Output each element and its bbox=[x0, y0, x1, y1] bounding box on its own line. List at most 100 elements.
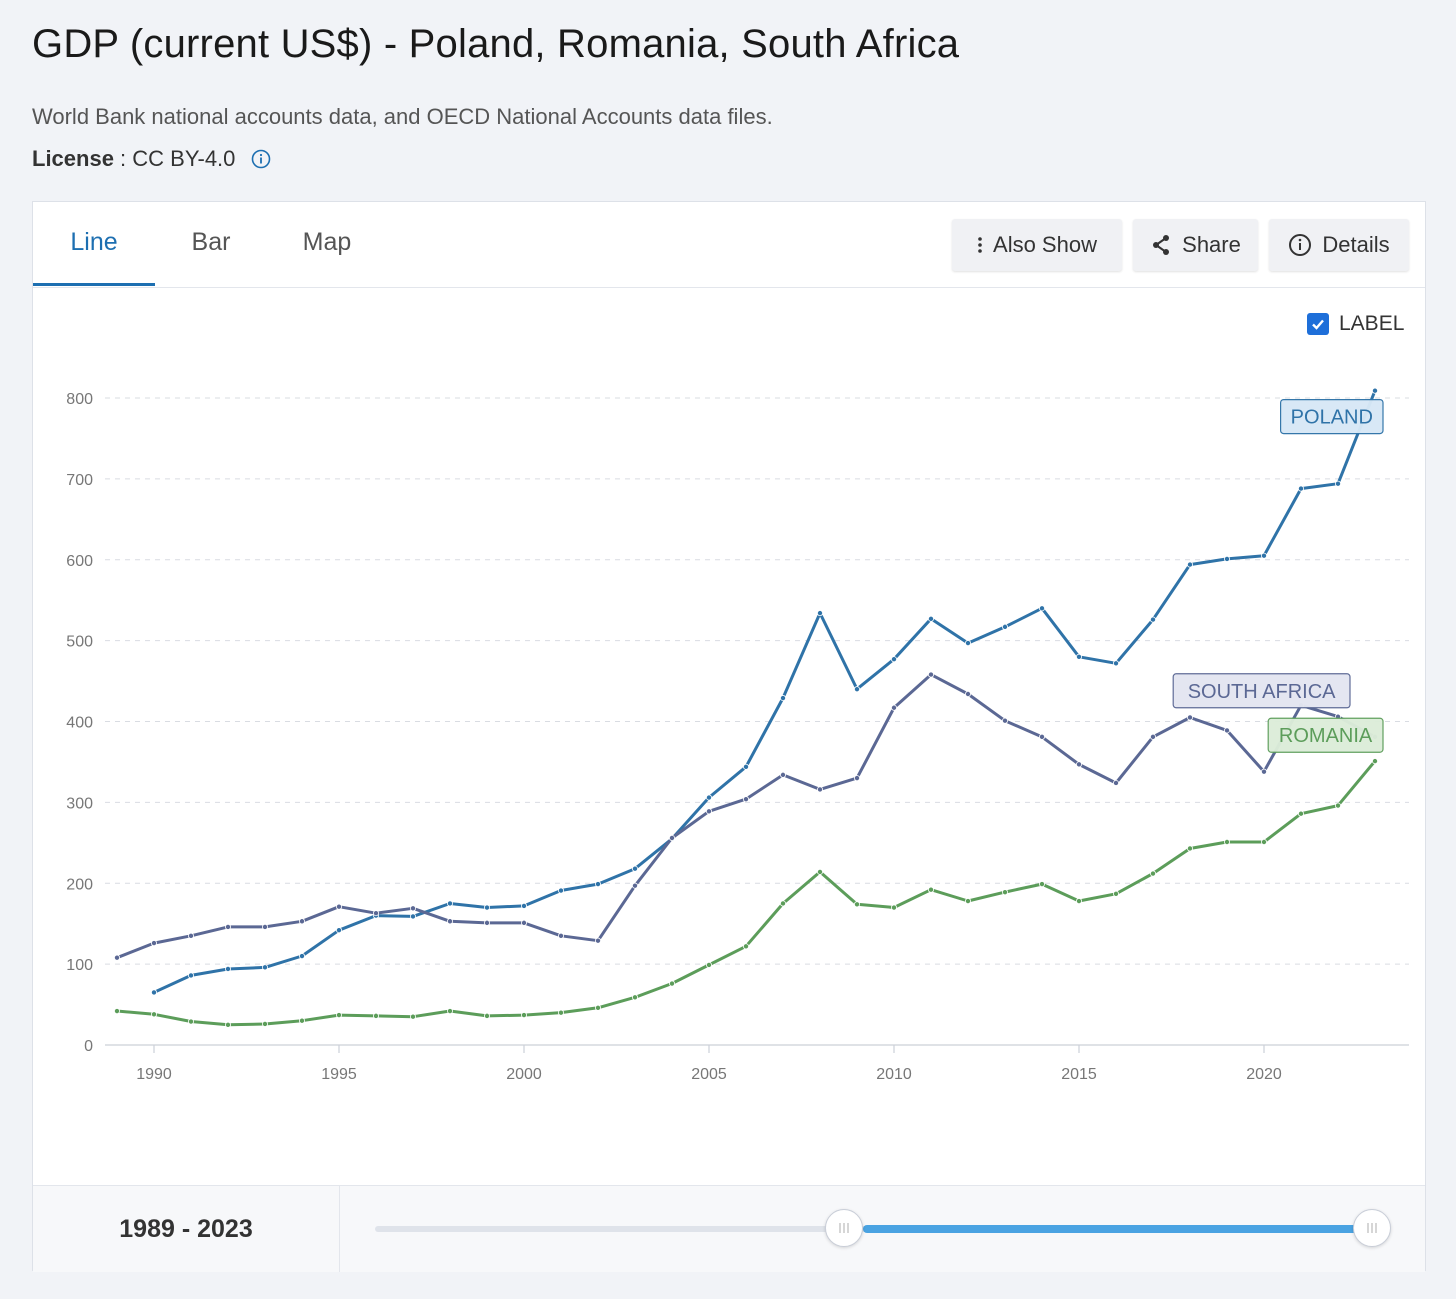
share-label: Share bbox=[1182, 232, 1241, 257]
data-point bbox=[483, 919, 490, 926]
data-point bbox=[261, 1020, 268, 1027]
data-point bbox=[632, 865, 639, 872]
data-point bbox=[1187, 714, 1194, 721]
more-vertical-icon bbox=[978, 237, 982, 253]
x-tick-label: 2010 bbox=[876, 1066, 912, 1083]
data-point bbox=[595, 1004, 602, 1011]
data-point bbox=[780, 695, 787, 702]
data-point bbox=[780, 900, 787, 907]
x-tick-label: 1990 bbox=[136, 1066, 172, 1083]
series-label: POLAND bbox=[1291, 407, 1373, 429]
license-value: CC BY-4.0 bbox=[132, 146, 236, 171]
data-source: World Bank national accounts data, and O… bbox=[32, 104, 773, 129]
y-tick-label: 0 bbox=[84, 1038, 93, 1055]
data-point bbox=[520, 902, 527, 909]
data-point bbox=[298, 918, 305, 925]
tab-map[interactable]: Map bbox=[302, 228, 352, 256]
series-line-poland bbox=[153, 390, 1377, 994]
data-point bbox=[965, 640, 972, 647]
data-point bbox=[1372, 387, 1379, 394]
data-point bbox=[1261, 839, 1268, 846]
range-separator: - bbox=[174, 1215, 198, 1243]
slider-handle-start[interactable] bbox=[825, 1209, 863, 1247]
data-point bbox=[187, 1018, 194, 1025]
grip-icon bbox=[839, 1223, 849, 1233]
data-point bbox=[151, 1011, 158, 1018]
data-point bbox=[1298, 810, 1305, 817]
data-point bbox=[817, 868, 824, 875]
year-slider-selection[interactable] bbox=[863, 1225, 1363, 1233]
y-tick-label: 100 bbox=[66, 957, 93, 974]
series-label: ROMANIA bbox=[1279, 725, 1373, 747]
chart-card: Line Bar Map Also Show Share Details bbox=[32, 201, 1426, 1272]
series-line-south-africa bbox=[116, 673, 1376, 960]
data-point bbox=[298, 1017, 305, 1024]
chart-tabs: Line Bar Map Also Show Share Details bbox=[33, 202, 1425, 288]
data-point bbox=[1039, 605, 1046, 612]
x-tick-label: 1995 bbox=[321, 1066, 357, 1083]
data-point bbox=[1187, 845, 1194, 852]
series-label-box bbox=[1279, 399, 1384, 435]
data-point bbox=[261, 964, 268, 971]
data-point bbox=[409, 913, 416, 920]
data-point bbox=[669, 834, 676, 841]
tab-line[interactable]: Line bbox=[33, 202, 155, 286]
data-point bbox=[1076, 898, 1083, 905]
data-point bbox=[261, 923, 268, 930]
data-point bbox=[1224, 727, 1231, 734]
line-chart: 0 100 200 300 400 500 600 700 800 1990 1995 2000 200… bbox=[66, 387, 1409, 1083]
data-point bbox=[706, 794, 713, 801]
data-point bbox=[632, 882, 639, 889]
license-separator: : bbox=[113, 146, 133, 171]
data-point bbox=[1039, 881, 1046, 888]
info-icon bbox=[1289, 234, 1312, 256]
data-point bbox=[891, 656, 898, 663]
data-point bbox=[595, 881, 602, 888]
data-point bbox=[854, 775, 861, 782]
data-point bbox=[114, 1008, 121, 1015]
y-tick-label: 400 bbox=[66, 715, 93, 732]
info-icon[interactable] bbox=[251, 149, 271, 169]
data-point bbox=[1076, 653, 1083, 660]
data-point bbox=[1224, 839, 1231, 846]
data-point bbox=[1150, 616, 1157, 623]
label-toggle[interactable]: LABEL bbox=[1307, 312, 1404, 336]
data-point bbox=[1335, 802, 1342, 809]
data-point bbox=[854, 686, 861, 693]
grip-icon bbox=[1367, 1223, 1377, 1233]
y-tick-label: 300 bbox=[66, 795, 93, 812]
share-button[interactable]: Share bbox=[1133, 219, 1258, 271]
data-point bbox=[335, 903, 342, 910]
data-point bbox=[928, 886, 935, 893]
data-point bbox=[1113, 660, 1120, 667]
y-tick-label: 200 bbox=[66, 876, 93, 893]
data-point bbox=[372, 1012, 379, 1019]
share-icon bbox=[1153, 235, 1170, 255]
data-point bbox=[224, 965, 231, 972]
data-point bbox=[632, 994, 639, 1001]
data-point bbox=[1261, 768, 1268, 775]
details-button[interactable]: Details bbox=[1269, 219, 1409, 271]
data-point bbox=[483, 1012, 490, 1019]
range-start: 1989 bbox=[119, 1215, 175, 1243]
series-label-box bbox=[1172, 673, 1351, 709]
series-label: SOUTH AFRICA bbox=[1188, 681, 1336, 703]
label-checkbox[interactable] bbox=[1307, 313, 1329, 335]
data-point bbox=[1039, 733, 1046, 740]
data-point bbox=[743, 763, 750, 770]
data-point bbox=[409, 1013, 416, 1020]
tab-bar[interactable]: Bar bbox=[191, 228, 231, 256]
slider-handle-end[interactable] bbox=[1353, 1209, 1391, 1247]
data-point bbox=[409, 905, 416, 912]
data-point bbox=[854, 901, 861, 908]
data-point bbox=[965, 691, 972, 698]
data-point bbox=[743, 796, 750, 803]
x-tick-label: 2015 bbox=[1061, 1066, 1097, 1083]
x-tick-label: 2005 bbox=[691, 1066, 727, 1083]
data-point bbox=[483, 904, 490, 911]
data-point bbox=[928, 615, 935, 622]
data-point bbox=[928, 671, 935, 678]
check-icon bbox=[1312, 319, 1324, 330]
also-show-button[interactable]: Also Show bbox=[952, 219, 1122, 271]
license: License : CC BY-4.0 bbox=[32, 146, 271, 172]
